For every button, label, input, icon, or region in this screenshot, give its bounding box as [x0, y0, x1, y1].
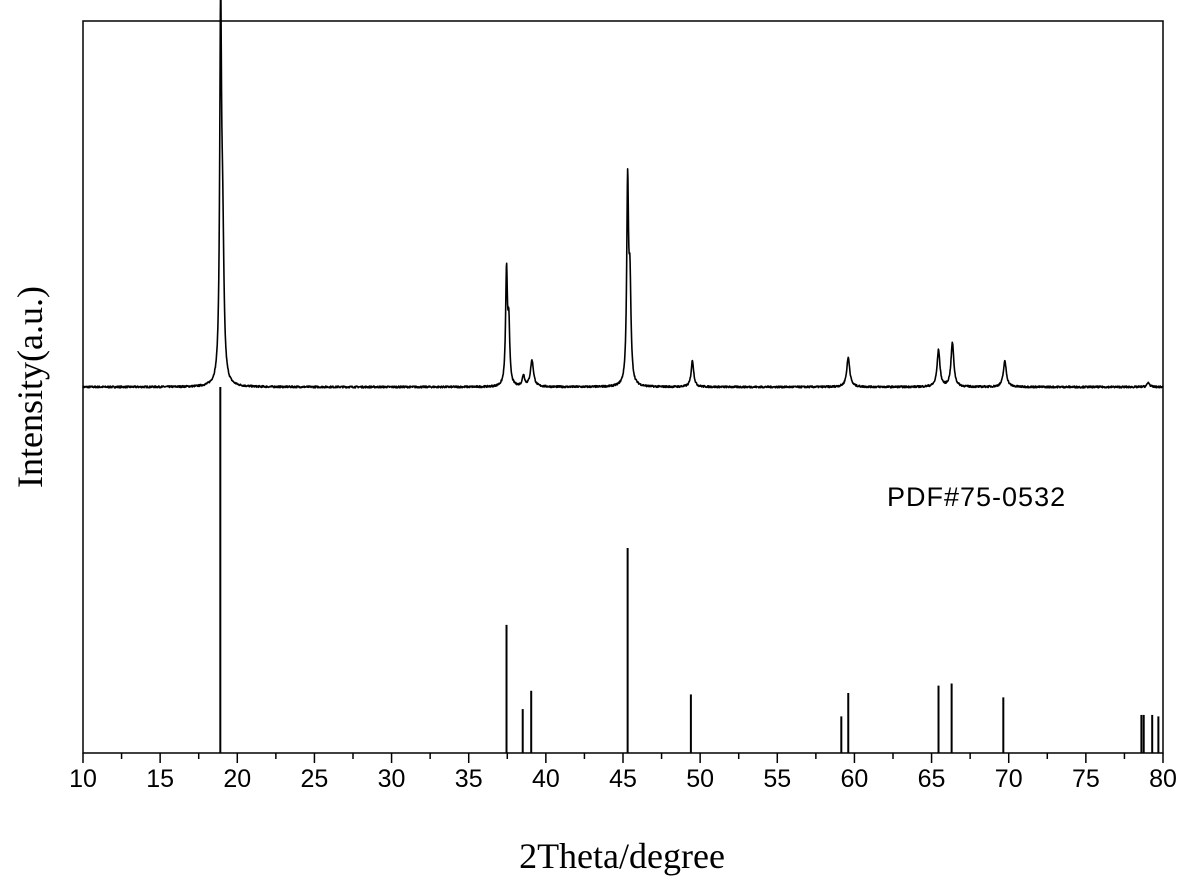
x-tick-label: 30	[378, 765, 406, 793]
x-tick-label: 60	[841, 765, 869, 793]
x-axis-title: 2Theta/degree	[519, 836, 725, 876]
x-tick-label: 65	[918, 765, 946, 793]
x-tick-label: 40	[532, 765, 560, 793]
x-tick-label: 25	[301, 765, 329, 793]
y-axis-title: Intensity(a.u.)	[10, 286, 50, 488]
reference-pattern	[219, 387, 1160, 753]
x-tick-label: 55	[763, 765, 791, 793]
x-tick-label: 70	[995, 765, 1023, 793]
x-tick-label: 80	[1149, 765, 1177, 793]
x-tick-label: 20	[223, 765, 251, 793]
x-tick-label: 35	[455, 765, 483, 793]
x-tick-label: 10	[69, 765, 97, 793]
reference-label: PDF#75-0532	[887, 482, 1066, 512]
x-tick-label: 15	[146, 765, 174, 793]
x-tick-label: 75	[1072, 765, 1100, 793]
x-axis-ticks	[82, 753, 1164, 763]
x-axis-tick-labels: 10 15 20 25 30 35 40 45 50 55 60 65 70 75 80	[69, 765, 1177, 793]
x-tick-label: 50	[686, 765, 714, 793]
measured-pattern-line	[82, 0, 1164, 389]
x-tick-label: 45	[609, 765, 637, 793]
